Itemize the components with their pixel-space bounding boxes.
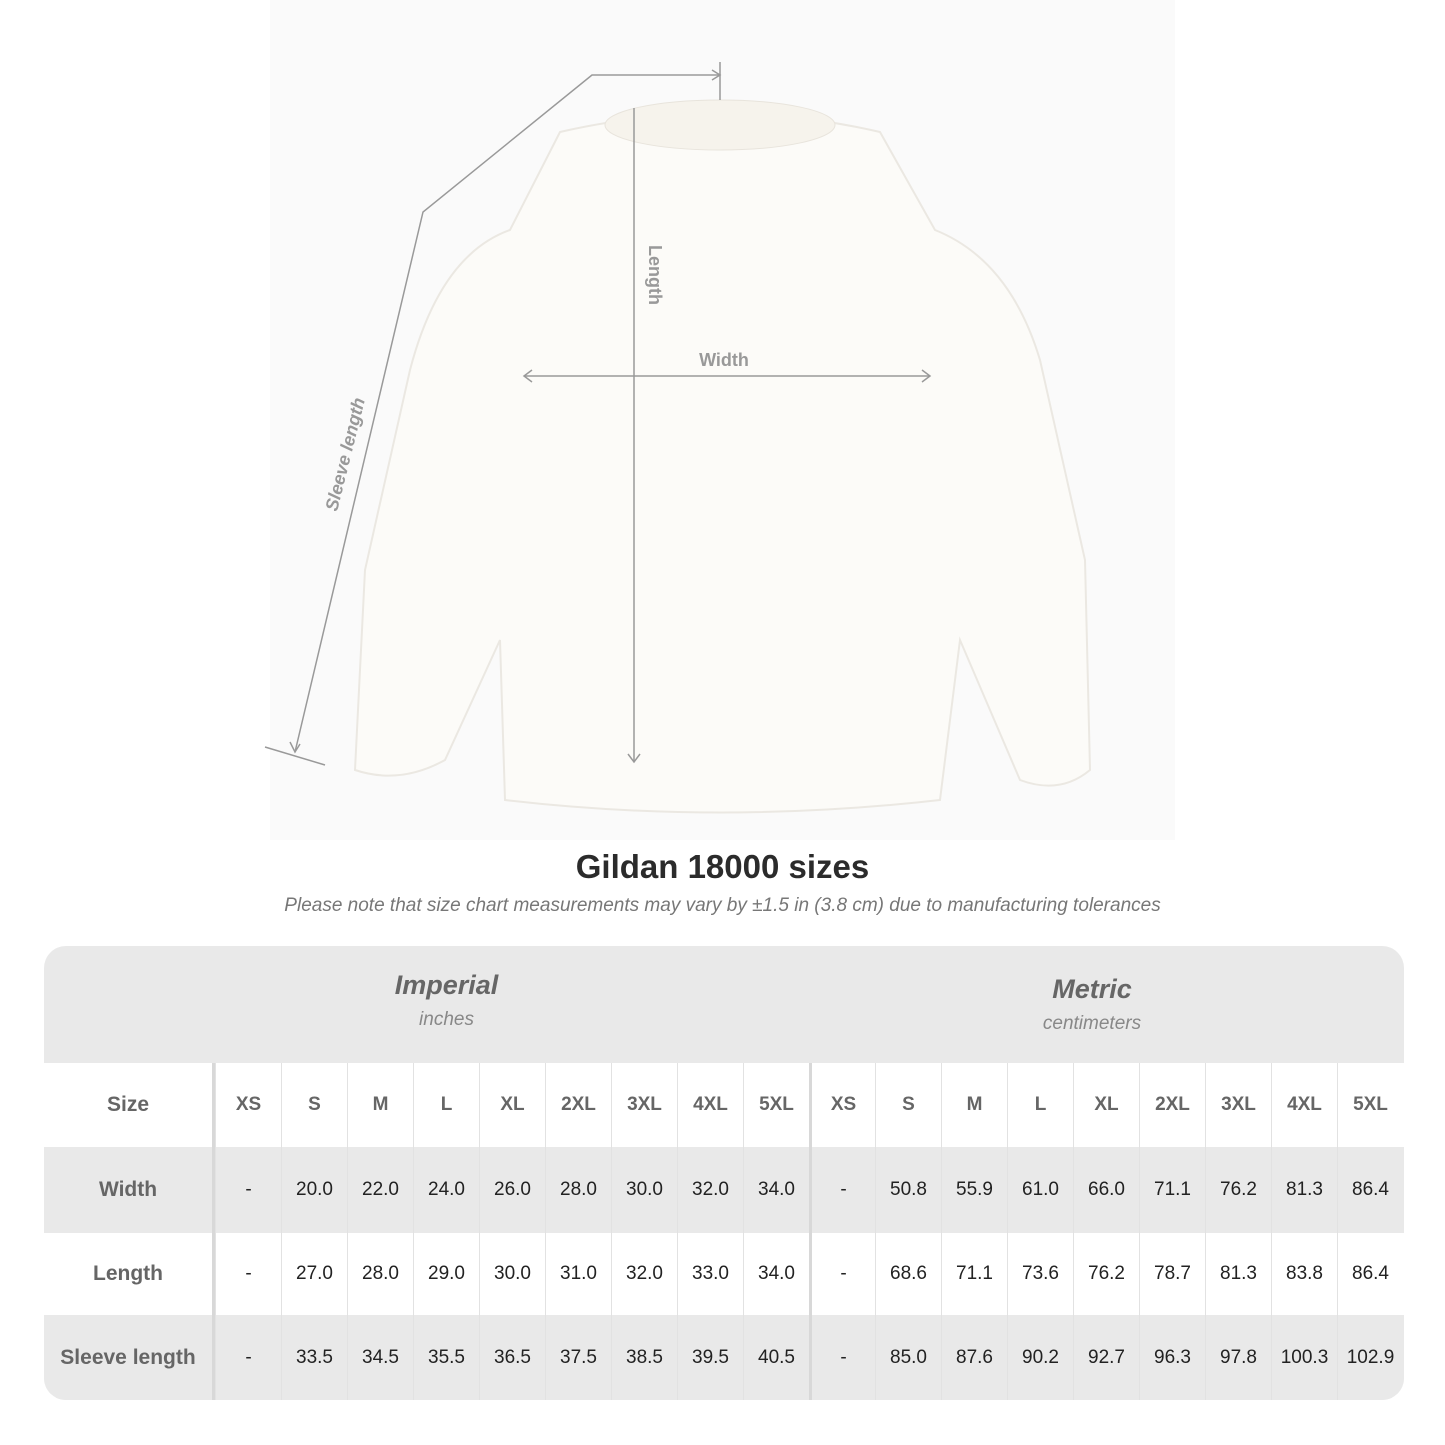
imperial-cell: 39.5 bbox=[677, 1315, 743, 1400]
metric-cell: 66.0 bbox=[1073, 1147, 1139, 1233]
metric-cell: - bbox=[809, 1233, 875, 1315]
imperial-cell: 28.0 bbox=[545, 1147, 611, 1233]
imperial-cell: 34.0 bbox=[743, 1233, 809, 1315]
imperial-cell: 33.5 bbox=[281, 1315, 347, 1400]
size-grid: Size XS S M L XL 2XL 3XL 4XL 5XL XS S M L XL 2XL 3XL 4XL 5… bbox=[44, 1063, 1404, 1400]
metric-cell: 102.9 bbox=[1337, 1315, 1403, 1400]
imperial-cell: - bbox=[215, 1233, 281, 1315]
metric-cell: 71.1 bbox=[941, 1233, 1007, 1315]
imperial-size-5XL: 5XL bbox=[743, 1063, 809, 1147]
metric-cell: 86.4 bbox=[1337, 1147, 1403, 1233]
metric-title: Metric bbox=[1052, 974, 1132, 1004]
imperial-cell: 24.0 bbox=[413, 1147, 479, 1233]
row-label: Length bbox=[44, 1233, 215, 1315]
sweatshirt-shape bbox=[353, 112, 1092, 814]
imperial-size-2XL: 2XL bbox=[545, 1063, 611, 1147]
header-row: Size XS S M L XL 2XL 3XL 4XL 5XL XS S M L XL 2XL 3XL 4XL 5… bbox=[44, 1063, 1404, 1147]
metric-header: Metric centimeters bbox=[812, 946, 1372, 1063]
metric-cell: 76.2 bbox=[1073, 1233, 1139, 1315]
size-label: Size bbox=[44, 1063, 215, 1147]
imperial-cell: 31.0 bbox=[545, 1233, 611, 1315]
imperial-size-M: M bbox=[347, 1063, 413, 1147]
imperial-cell: - bbox=[215, 1315, 281, 1400]
imperial-size-XS: XS bbox=[215, 1063, 281, 1147]
metric-cell: 78.7 bbox=[1139, 1233, 1205, 1315]
metric-size-XS: XS bbox=[809, 1063, 875, 1147]
metric-cell: 85.0 bbox=[875, 1315, 941, 1400]
imperial-cell: 37.5 bbox=[545, 1315, 611, 1400]
metric-unit: centimeters bbox=[1042, 1013, 1142, 1034]
table-row: Width -20.0 22.0 24.0 26.0 28.0 30.0 32.0 34.0-5… bbox=[44, 1147, 1404, 1233]
metric-cell: 86.4 bbox=[1337, 1233, 1403, 1315]
imperial-cell: 27.0 bbox=[281, 1233, 347, 1315]
imperial-size-3XL: 3XL bbox=[611, 1063, 677, 1147]
row-label: Width bbox=[44, 1147, 215, 1233]
metric-cell: 68.6 bbox=[875, 1233, 941, 1315]
metric-cell: - bbox=[809, 1147, 875, 1233]
imperial-cell: 20.0 bbox=[281, 1147, 347, 1233]
metric-size-2XL: 2XL bbox=[1139, 1063, 1205, 1147]
imperial-cell: - bbox=[215, 1147, 281, 1233]
imperial-cell: 36.5 bbox=[479, 1315, 545, 1400]
metric-cell: - bbox=[809, 1315, 875, 1400]
imperial-cell: 34.5 bbox=[347, 1315, 413, 1400]
imperial-size-4XL: 4XL bbox=[677, 1063, 743, 1147]
metric-cell: 90.2 bbox=[1007, 1315, 1073, 1400]
width-label: Width bbox=[699, 350, 749, 370]
imperial-cell: 40.5 bbox=[743, 1315, 809, 1400]
metric-cell: 83.8 bbox=[1271, 1233, 1337, 1315]
metric-cell: 96.3 bbox=[1139, 1315, 1205, 1400]
metric-size-M: M bbox=[941, 1063, 1007, 1147]
imperial-cell: 28.0 bbox=[347, 1233, 413, 1315]
metric-cell: 97.8 bbox=[1205, 1315, 1271, 1400]
metric-size-5XL: 5XL bbox=[1337, 1063, 1403, 1147]
metric-size-4XL: 4XL bbox=[1271, 1063, 1337, 1147]
metric-cell: 55.9 bbox=[941, 1147, 1007, 1233]
imperial-cell: 30.0 bbox=[611, 1147, 677, 1233]
imperial-size-S: S bbox=[281, 1063, 347, 1147]
imperial-unit: inches bbox=[419, 1009, 474, 1030]
imperial-size-L: L bbox=[413, 1063, 479, 1147]
tolerance-note: Please note that size chart measurements… bbox=[284, 895, 1161, 916]
metric-cell: 61.0 bbox=[1007, 1147, 1073, 1233]
length-label: Length bbox=[645, 245, 665, 305]
metric-cell: 73.6 bbox=[1007, 1233, 1073, 1315]
metric-cell: 50.8 bbox=[875, 1147, 941, 1233]
metric-size-3XL: 3XL bbox=[1205, 1063, 1271, 1147]
page-title: Gildan 18000 sizes bbox=[575, 848, 870, 885]
metric-size-L: L bbox=[1007, 1063, 1073, 1147]
metric-cell: 76.2 bbox=[1205, 1147, 1271, 1233]
imperial-cell: 35.5 bbox=[413, 1315, 479, 1400]
imperial-cell: 30.0 bbox=[479, 1233, 545, 1315]
imperial-cell: 32.0 bbox=[677, 1147, 743, 1233]
metric-size-XL: XL bbox=[1073, 1063, 1139, 1147]
imperial-cell: 22.0 bbox=[347, 1147, 413, 1233]
imperial-cell: 38.5 bbox=[611, 1315, 677, 1400]
sweatshirt-illustration: Length Width Sleeve length bbox=[264, 62, 1092, 814]
imperial-cell: 33.0 bbox=[677, 1233, 743, 1315]
table-row: Sleeve length -33.5 34.5 35.5 36.5 37.5 38.5 39… bbox=[44, 1315, 1404, 1400]
metric-size-S: S bbox=[875, 1063, 941, 1147]
metric-cell: 100.3 bbox=[1271, 1315, 1337, 1400]
imperial-cell: 34.0 bbox=[743, 1147, 809, 1233]
imperial-cell: 26.0 bbox=[479, 1147, 545, 1233]
imperial-cell: 29.0 bbox=[413, 1233, 479, 1315]
metric-cell: 92.7 bbox=[1073, 1315, 1139, 1400]
table-row: Length -27.0 28.0 29.0 30.0 31.0 32.0 33.0 34.0-… bbox=[44, 1233, 1404, 1315]
imperial-cell: 32.0 bbox=[611, 1233, 677, 1315]
metric-cell: 87.6 bbox=[941, 1315, 1007, 1400]
row-label: Sleeve length bbox=[44, 1315, 215, 1400]
imperial-size-XL: XL bbox=[479, 1063, 545, 1147]
metric-cell: 71.1 bbox=[1139, 1147, 1205, 1233]
imperial-header: Imperial inches bbox=[215, 946, 678, 1063]
imperial-title: Imperial bbox=[394, 970, 499, 1000]
metric-cell: 81.3 bbox=[1271, 1147, 1337, 1233]
metric-cell: 81.3 bbox=[1205, 1233, 1271, 1315]
size-table: Imperial inches Metric centimeters Size X… bbox=[44, 946, 1404, 1400]
